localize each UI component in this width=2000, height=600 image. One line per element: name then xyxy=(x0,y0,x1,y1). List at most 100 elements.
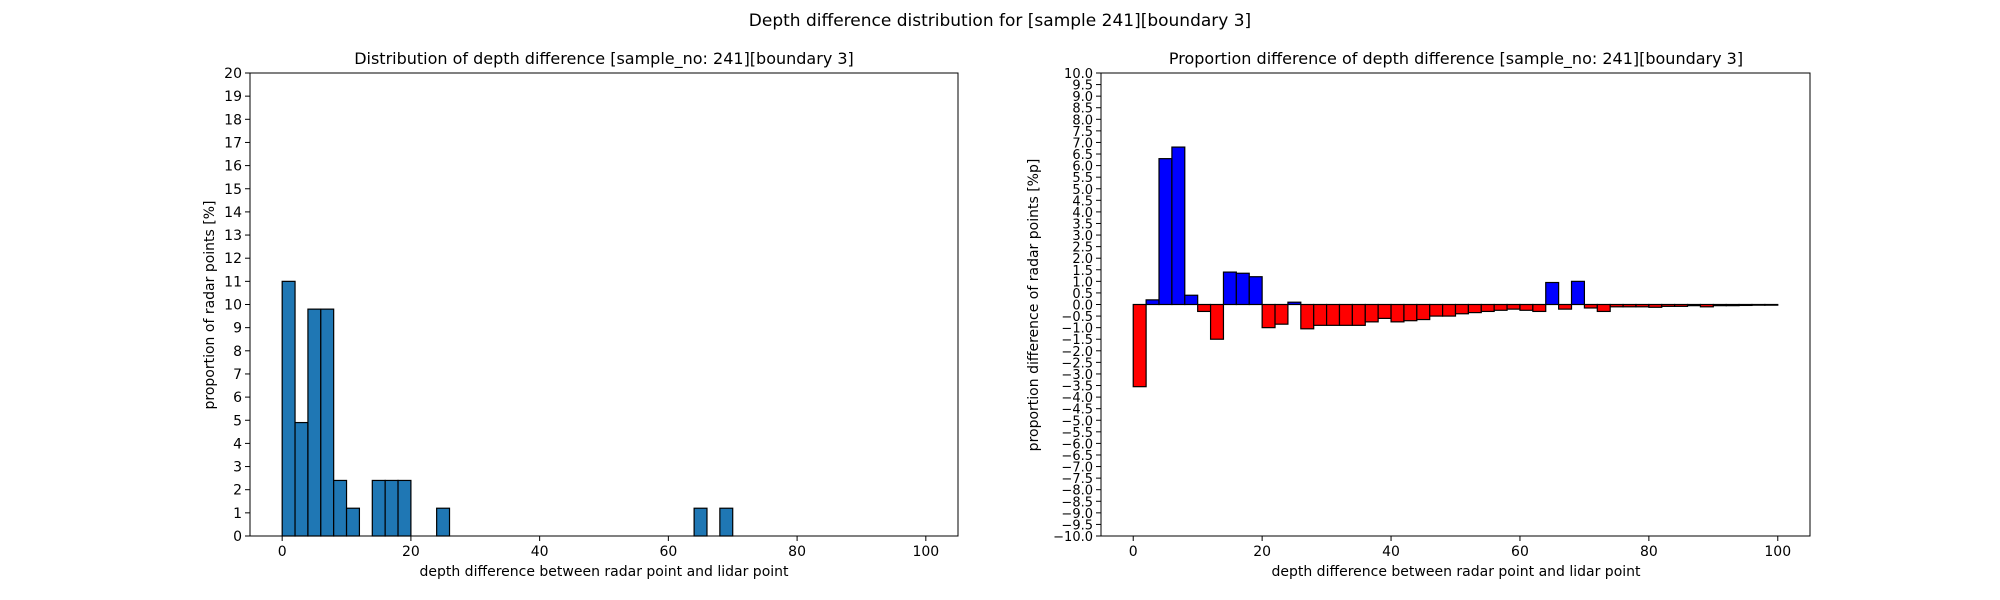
right-y-tick-label: −2.5 xyxy=(1061,356,1093,371)
right-bar xyxy=(1184,294,1199,306)
right-bar xyxy=(1313,303,1328,326)
right-chart-xlabel: depth difference between radar point and… xyxy=(1271,564,1641,580)
right-bar xyxy=(1325,303,1341,326)
right-y-tick-label: −5.0 xyxy=(1061,414,1093,429)
right-bar xyxy=(1751,303,1766,306)
left-y-tick-label: 10 xyxy=(224,298,242,314)
right-y-tick-label: −1.0 xyxy=(1061,322,1093,337)
right-bar xyxy=(1493,303,1508,311)
left-y-tick-label: 2 xyxy=(233,483,242,499)
right-bar xyxy=(1532,303,1547,313)
right-y-ticks: −10.0−9.5−9.0−8.5−8.0−7.5−7.0−6.5−6.0−5.… xyxy=(1053,67,1101,545)
left-chart-title: Distribution of depth difference [sample… xyxy=(354,49,854,69)
left-bar xyxy=(281,280,296,537)
right-bar xyxy=(1338,303,1353,326)
right-bar xyxy=(1686,303,1702,307)
right-bar xyxy=(1622,303,1637,308)
right-y-tick-label: −3.0 xyxy=(1061,368,1093,383)
left-x-tick-label: 20 xyxy=(402,544,420,560)
right-x-ticks: 0 20 40 60 80 100 xyxy=(1129,536,1791,560)
left-y-tick-label: 3 xyxy=(233,460,242,476)
left-y-tick-label: 20 xyxy=(224,66,242,82)
right-y-tick-label: 9.5 xyxy=(1072,79,1093,94)
left-y-tick-label: 11 xyxy=(224,274,242,290)
right-bar xyxy=(1609,303,1624,308)
right-y-tick-label: 1.5 xyxy=(1072,264,1093,279)
right-y-tick-label: 7.5 xyxy=(1072,125,1093,140)
right-x-tick-label: 0 xyxy=(1129,544,1138,560)
right-y-tick-label: 1.0 xyxy=(1072,275,1093,290)
right-bar xyxy=(1442,303,1457,317)
right-bar xyxy=(1635,303,1650,308)
left-chart-xlabel: depth difference between radar point and… xyxy=(419,564,789,580)
left-y-tick-label: 17 xyxy=(224,135,242,151)
right-bar xyxy=(1158,158,1173,306)
right-y-tick-label: 8.0 xyxy=(1072,113,1093,128)
right-bar xyxy=(1429,303,1444,317)
right-bar xyxy=(1390,303,1405,323)
right-y-tick-label: 3.5 xyxy=(1072,217,1093,232)
left-bar xyxy=(693,507,708,537)
right-bar xyxy=(1364,303,1379,323)
left-x-ticks: 0 20 40 60 80 100 xyxy=(278,536,939,560)
left-bar xyxy=(384,479,399,537)
right-bar xyxy=(1145,299,1160,306)
right-bar xyxy=(1222,271,1237,306)
right-bar xyxy=(1209,303,1225,340)
right-bar xyxy=(1197,303,1212,313)
right-y-tick-label: −4.5 xyxy=(1061,403,1093,418)
right-bar xyxy=(1287,301,1302,306)
left-y-tick-label: 13 xyxy=(224,228,242,244)
right-bar xyxy=(1351,303,1366,326)
right-bar xyxy=(1725,303,1740,307)
right-y-tick-label: 4.5 xyxy=(1072,194,1093,209)
right-y-tick-label: 2.0 xyxy=(1072,252,1093,267)
right-y-tick-label: 5.0 xyxy=(1072,183,1093,198)
right-y-tick-label: −8.0 xyxy=(1061,484,1093,499)
right-y-tick-label: 6.0 xyxy=(1072,160,1093,175)
left-bar xyxy=(320,308,335,537)
right-y-tick-label: −6.5 xyxy=(1061,449,1093,464)
right-bar xyxy=(1558,303,1573,310)
right-bar xyxy=(1764,303,1779,306)
left-y-tick-label: 19 xyxy=(224,89,242,105)
right-x-tick-label: 80 xyxy=(1640,544,1658,560)
left-x-tick-label: 100 xyxy=(912,544,939,560)
left-chart: Distribution of depth difference [sample… xyxy=(202,49,959,580)
right-y-tick-label: −3.5 xyxy=(1061,380,1093,395)
right-y-tick-label: 5.5 xyxy=(1072,171,1093,186)
right-x-tick-label: 40 xyxy=(1382,544,1400,560)
right-bar xyxy=(1467,303,1482,314)
right-bar xyxy=(1506,303,1521,310)
left-y-tick-label: 18 xyxy=(224,112,242,128)
right-y-tick-label: −8.5 xyxy=(1061,495,1093,510)
right-bar xyxy=(1545,281,1560,306)
right-y-tick-label: 0.5 xyxy=(1072,287,1093,302)
left-x-tick-label: 40 xyxy=(531,544,549,560)
left-y-tick-label: 6 xyxy=(233,390,242,406)
left-y-tick-label: 0 xyxy=(233,529,242,545)
left-x-tick-label: 60 xyxy=(659,544,677,560)
left-bar xyxy=(294,421,309,537)
right-y-tick-label: −4.0 xyxy=(1061,391,1093,406)
left-y-tick-label: 12 xyxy=(224,251,242,267)
right-bar xyxy=(1674,303,1689,307)
right-y-tick-label: −0.5 xyxy=(1061,310,1093,325)
right-bar xyxy=(1519,303,1534,311)
left-y-tick-label: 7 xyxy=(233,367,242,383)
right-y-tick-label: −1.5 xyxy=(1061,333,1093,348)
right-bar xyxy=(1377,303,1392,319)
right-bars xyxy=(1132,146,1779,388)
right-bar xyxy=(1235,272,1250,306)
left-bar xyxy=(397,479,412,537)
right-y-tick-label: 7.0 xyxy=(1072,136,1093,151)
left-bar xyxy=(307,308,322,537)
left-x-tick-label: 80 xyxy=(788,544,806,560)
left-y-tick-label: 15 xyxy=(224,182,242,198)
left-bar xyxy=(333,479,348,537)
right-chart: Proportion difference of depth differenc… xyxy=(1026,49,1811,580)
right-y-tick-label: 3.0 xyxy=(1072,229,1093,244)
right-bar xyxy=(1596,303,1611,313)
right-bar xyxy=(1648,303,1663,308)
